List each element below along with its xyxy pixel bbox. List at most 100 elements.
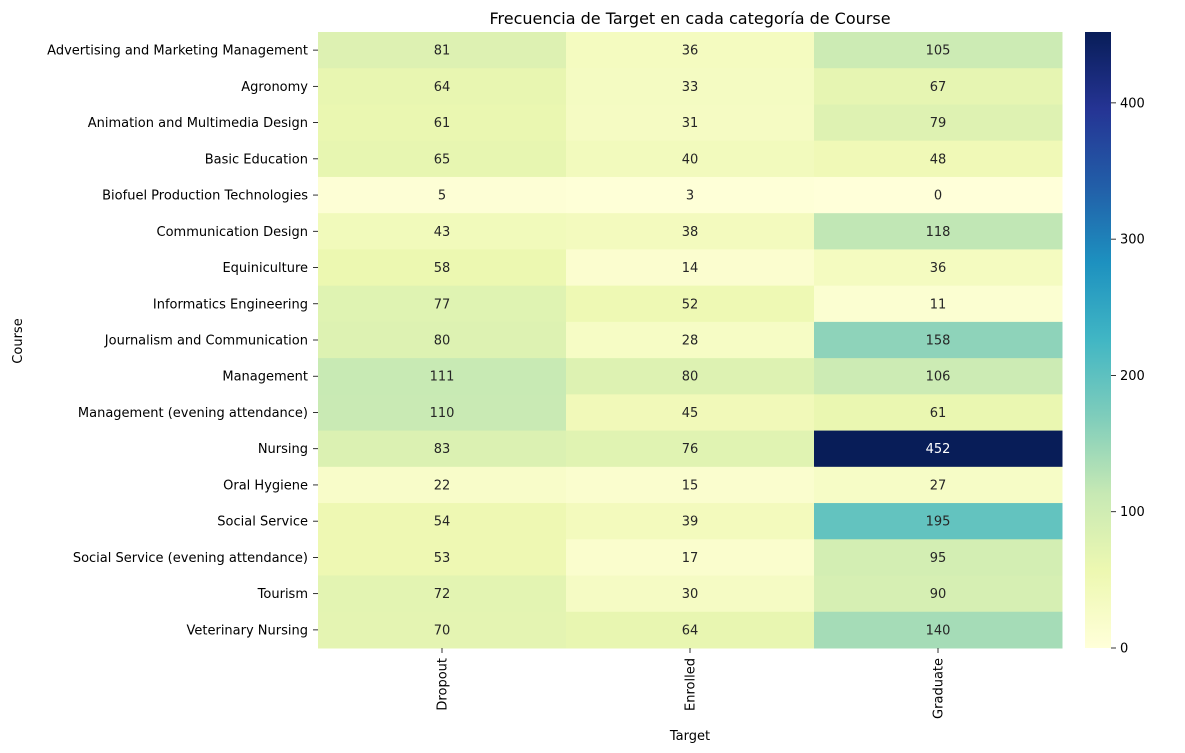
row-tick-label: Social Service xyxy=(217,515,308,530)
heatmap-cell xyxy=(318,321,567,359)
cell-value-label: 61 xyxy=(434,116,451,131)
column-tick-labels: Dropout Enrolled Graduate xyxy=(436,648,947,719)
heatmap-cell xyxy=(318,430,567,468)
heatmap-cell xyxy=(318,575,567,613)
heatmap-cell xyxy=(814,321,1063,359)
row-tick-label: Veterinary Nursing xyxy=(187,623,309,638)
heatmap-cell xyxy=(566,176,815,214)
heatmap-cell xyxy=(814,285,1063,323)
heatmap-cell xyxy=(814,32,1063,69)
heatmap-cell xyxy=(566,104,815,142)
cell-value-label: 52 xyxy=(682,297,699,312)
cell-value-label: 30 xyxy=(682,587,699,602)
cell-value-label: 64 xyxy=(682,623,699,638)
cell-value-label: 36 xyxy=(682,44,699,59)
cell-value-label: 39 xyxy=(682,515,699,530)
cell-value-label: 80 xyxy=(682,370,699,385)
cell-value-label: 61 xyxy=(930,406,947,421)
heatmap-cell xyxy=(814,575,1063,613)
cell-value-label: 90 xyxy=(930,587,947,602)
cell-value-label: 11 xyxy=(930,297,947,312)
heatmap-cell xyxy=(566,32,815,69)
heatmap-cell xyxy=(318,140,567,178)
heatmap-cell xyxy=(566,466,815,504)
colorbar: 0 100 200 300 400 xyxy=(1085,32,1145,657)
heatmap-cell xyxy=(318,394,567,432)
cell-value-label: 72 xyxy=(434,587,451,602)
chart-title: Frecuencia de Target en cada categoría d… xyxy=(489,9,890,28)
heatmap-cell xyxy=(814,539,1063,577)
cell-value-label: 195 xyxy=(926,515,951,530)
cell-value-label: 14 xyxy=(682,261,699,276)
cell-value-label: 58 xyxy=(434,261,451,276)
heatmap-cell xyxy=(318,176,567,214)
cell-value-label: 54 xyxy=(434,515,451,530)
heatmap-cell xyxy=(814,140,1063,178)
cell-value-label: 70 xyxy=(434,623,451,638)
colorbar-gradient xyxy=(1085,32,1111,648)
heatmap-cell xyxy=(566,68,815,105)
colorbar-tick-label: 0 xyxy=(1120,642,1128,657)
heatmap-cell xyxy=(814,394,1063,432)
heatmap-cell xyxy=(566,140,815,178)
row-tick-label: Biofuel Production Technologies xyxy=(102,189,308,204)
row-tick-label: Communication Design xyxy=(157,225,308,240)
column-tick-label: Enrolled xyxy=(684,658,699,711)
row-tick-label: Informatics Engineering xyxy=(153,297,308,312)
heatmap-cell xyxy=(566,575,815,613)
cell-value-label: 43 xyxy=(434,225,451,240)
heatmap-cell xyxy=(566,213,815,250)
cell-value-label: 158 xyxy=(926,334,951,349)
heatmap-cell xyxy=(318,213,567,250)
cell-value-label: 80 xyxy=(434,334,451,349)
heatmap-cell xyxy=(814,466,1063,504)
cell-value-label: 83 xyxy=(434,442,451,457)
heatmap-cell xyxy=(814,213,1063,250)
heatmap-cell xyxy=(318,539,567,577)
heatmap-cell xyxy=(318,285,567,323)
colorbar-tick-label: 300 xyxy=(1120,233,1145,248)
cell-value-label: 111 xyxy=(430,370,455,385)
heatmap-cell xyxy=(318,249,567,287)
heatmap-cell xyxy=(318,68,567,105)
heatmap-cell xyxy=(318,503,567,540)
cell-value-label: 27 xyxy=(930,478,947,493)
row-tick-label: Tourism xyxy=(257,587,308,602)
cell-value-label: 48 xyxy=(930,152,947,167)
colorbar-tick-label: 400 xyxy=(1120,96,1145,111)
heatmap-cell xyxy=(566,249,815,287)
cell-value-label: 22 xyxy=(434,478,451,493)
cell-value-label: 106 xyxy=(926,370,951,385)
row-tick-label: Nursing xyxy=(258,442,308,457)
cell-value-label: 76 xyxy=(682,442,699,457)
column-tick-label: Dropout xyxy=(436,658,451,711)
row-tick-label: Animation and Multimedia Design xyxy=(88,116,308,131)
row-tick-label: Oral Hygiene xyxy=(223,478,308,493)
row-tick-label: Advertising and Marketing Management xyxy=(47,44,308,59)
heatmap-cell xyxy=(814,430,1063,468)
heatmap-cell xyxy=(814,68,1063,105)
cell-value-label: 40 xyxy=(682,152,699,167)
cell-value-label: 452 xyxy=(926,442,951,457)
cell-value-label: 5 xyxy=(438,189,446,204)
cell-value-label: 81 xyxy=(434,44,451,59)
heatmap-cell xyxy=(814,249,1063,287)
cell-value-label: 36 xyxy=(930,261,947,276)
row-tick-label: Agronomy xyxy=(241,80,308,95)
row-tick-label: Management xyxy=(222,370,308,385)
cell-value-label: 45 xyxy=(682,406,699,421)
cell-value-label: 17 xyxy=(682,551,699,566)
heatmap-cell xyxy=(318,358,567,395)
colorbar-tick-label: 100 xyxy=(1120,505,1145,520)
heatmap-cell xyxy=(566,285,815,323)
colorbar-tick-label: 200 xyxy=(1120,369,1145,384)
row-tick-label: Social Service (evening attendance) xyxy=(73,551,308,566)
cell-value-label: 33 xyxy=(682,80,699,95)
cell-value-label: 53 xyxy=(434,551,451,566)
heatmap-cell xyxy=(814,358,1063,395)
heatmap-cell xyxy=(566,539,815,577)
cell-value-label: 31 xyxy=(682,116,699,131)
row-tick-labels: Advertising and Marketing Management Agro… xyxy=(47,44,318,638)
row-tick-label: Management (evening attendance) xyxy=(78,406,308,421)
